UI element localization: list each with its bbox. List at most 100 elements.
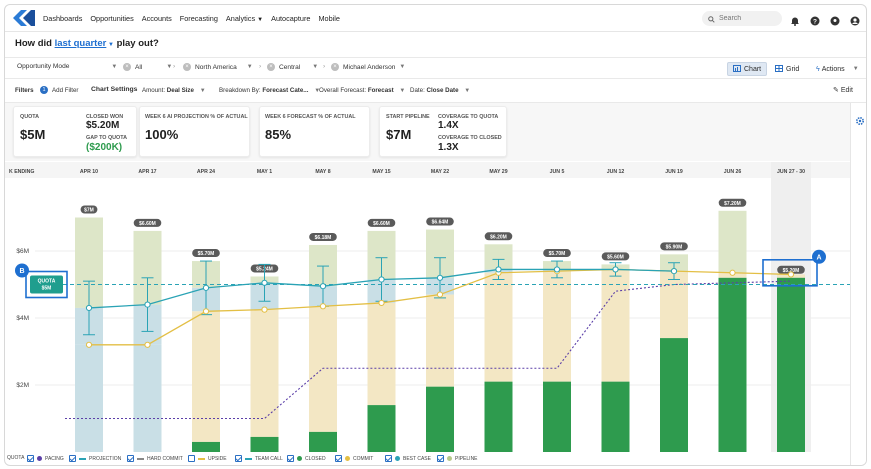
clear-icon[interactable]: × [123, 63, 131, 71]
chevron-down-icon: ▼ [314, 88, 321, 94]
chevron-right-icon: › [173, 63, 176, 70]
edit-button[interactable]: ✎ Edit [833, 86, 853, 94]
edit-label: Edit [840, 87, 853, 94]
clear-icon[interactable]: × [183, 63, 191, 71]
legend-best-case[interactable]: BEST CASE [385, 455, 431, 462]
grid-icon [775, 64, 783, 74]
search-box[interactable] [702, 11, 782, 26]
chart-view-button[interactable]: Chart [727, 62, 768, 76]
upside-bar [367, 302, 396, 406]
nav-forecasting[interactable]: Forecasting [179, 13, 218, 23]
total-label: $6.18M [315, 235, 332, 241]
swatch [447, 456, 452, 461]
swatch [37, 456, 42, 461]
closed-bar [543, 381, 571, 452]
add-filter-link[interactable]: Add Filter [52, 87, 79, 94]
legend-upside[interactable]: UPSIDE [188, 455, 227, 462]
checkbox[interactable] [27, 455, 34, 462]
x-tick-label: JUN 26 [724, 169, 742, 175]
search-input[interactable] [719, 15, 779, 22]
nav-accounts[interactable]: Accounts [141, 13, 172, 23]
filter-region-label: North America [195, 63, 237, 71]
total-label: $7M [84, 208, 94, 214]
checkbox[interactable] [188, 455, 195, 462]
best-case-line-point [612, 266, 619, 273]
actions-button[interactable]: ϟ Actions ▼ [811, 62, 864, 76]
chart-settings-label: Chart Settings [91, 86, 138, 93]
best-case-line-point [436, 274, 444, 281]
swatch [245, 457, 252, 460]
breakdown-select[interactable]: Breakdown By: Forecast Cate... ▼ [219, 87, 320, 94]
legend-commit[interactable]: COMMIT [335, 455, 373, 462]
total-label-pill [309, 232, 337, 241]
filter-region[interactable]: × North America ▼ [183, 63, 253, 71]
breakdown-label: Breakdown By: [219, 87, 261, 94]
avatar-icon[interactable] [850, 13, 860, 26]
filter-rep[interactable]: × Michael Anderson ▼ [331, 63, 405, 71]
chevron-down-icon: ▼ [246, 64, 253, 70]
date-label: Date: [410, 87, 425, 94]
ai-projection-value: 100% [145, 127, 179, 142]
total-label-pill [543, 249, 571, 258]
legend-pipeline[interactable]: PIPELINE [437, 455, 478, 462]
annotation-marker-b [15, 263, 29, 278]
checkbox[interactable] [287, 455, 294, 462]
total-label-pill [133, 218, 162, 227]
mode-select[interactable]: Opportunity Mode ▼ [17, 63, 117, 70]
legend-hard-commit[interactable]: HARD COMMIT [127, 455, 183, 462]
checkbox[interactable] [437, 455, 444, 462]
swatch [395, 456, 400, 461]
filter-area-label: Central [279, 63, 301, 71]
chart-icon [733, 64, 741, 74]
nav-mobile[interactable]: Mobile [318, 13, 340, 23]
grid-view-button[interactable]: Grid [770, 62, 804, 76]
upside-bar [426, 294, 454, 387]
total-label-pill [718, 198, 747, 207]
date-select[interactable]: Date: Close Date ▼ [410, 87, 470, 94]
clear-icon[interactable]: × [267, 63, 275, 71]
coverage-closed-label: Coverage to Closed [438, 135, 502, 141]
filter-area[interactable]: × Central ▼ [267, 63, 318, 71]
chevron-down-icon[interactable]: ▼ [106, 42, 114, 48]
checkbox[interactable] [335, 455, 342, 462]
legend-closed[interactable]: CLOSED [287, 455, 326, 462]
nav-opportunities[interactable]: Opportunities [90, 13, 134, 23]
checkbox[interactable] [235, 455, 242, 462]
logo-icon[interactable] [13, 10, 35, 26]
period-selector[interactable]: last quarter [54, 38, 107, 49]
help-icon[interactable]: ? [810, 13, 820, 26]
nav-dashboards[interactable]: Dashboards [43, 13, 83, 23]
x-tick-label: APR 24 [197, 169, 215, 175]
x-tick-label: MAY 29 [489, 169, 507, 175]
clear-icon[interactable]: × [331, 63, 339, 71]
overall-forecast-value: Forecast [367, 87, 394, 94]
checkbox[interactable] [127, 455, 134, 462]
upside-bar [543, 271, 571, 382]
settings-gear-icon[interactable] [855, 113, 865, 131]
filter-all[interactable]: × All ▼ [123, 63, 172, 71]
checkbox[interactable] [69, 455, 76, 462]
closed-bar [250, 436, 279, 452]
nav-autocapture[interactable]: Autocapture [271, 13, 311, 23]
total-label: $5.90M [666, 244, 683, 250]
upside-bar [75, 344, 103, 452]
legend-closed-label: CLOSED [305, 455, 326, 462]
legend-team-call[interactable]: TEAM CALL [235, 455, 283, 462]
chevron-down-icon: ▼ [399, 88, 406, 94]
filter-bar: Opportunity Mode ▼ × All ▼ › × North Ame… [5, 57, 866, 79]
legend-projection[interactable]: PROJECTION [69, 455, 121, 462]
checkbox[interactable] [385, 455, 392, 462]
bell-icon[interactable] [790, 13, 800, 26]
pencil-icon: ✎ [833, 87, 839, 94]
best-case-line-point [553, 266, 561, 273]
gap-value: ($200K) [86, 142, 123, 153]
legend-pacing[interactable]: PACING [27, 455, 64, 462]
overall-forecast-select[interactable]: Overall Forecast: Forecast ▼ [319, 87, 405, 94]
nav-analytics[interactable]: Analytics ▼ [226, 14, 263, 23]
amount-select[interactable]: Amount: Deal Size ▼ [142, 87, 206, 94]
location-icon[interactable] [830, 13, 840, 26]
commit-line-point [261, 306, 268, 313]
legend-quota[interactable]: QUOTA [7, 455, 24, 461]
search-icon [708, 10, 715, 28]
y-tick-label: $6M [16, 248, 29, 255]
